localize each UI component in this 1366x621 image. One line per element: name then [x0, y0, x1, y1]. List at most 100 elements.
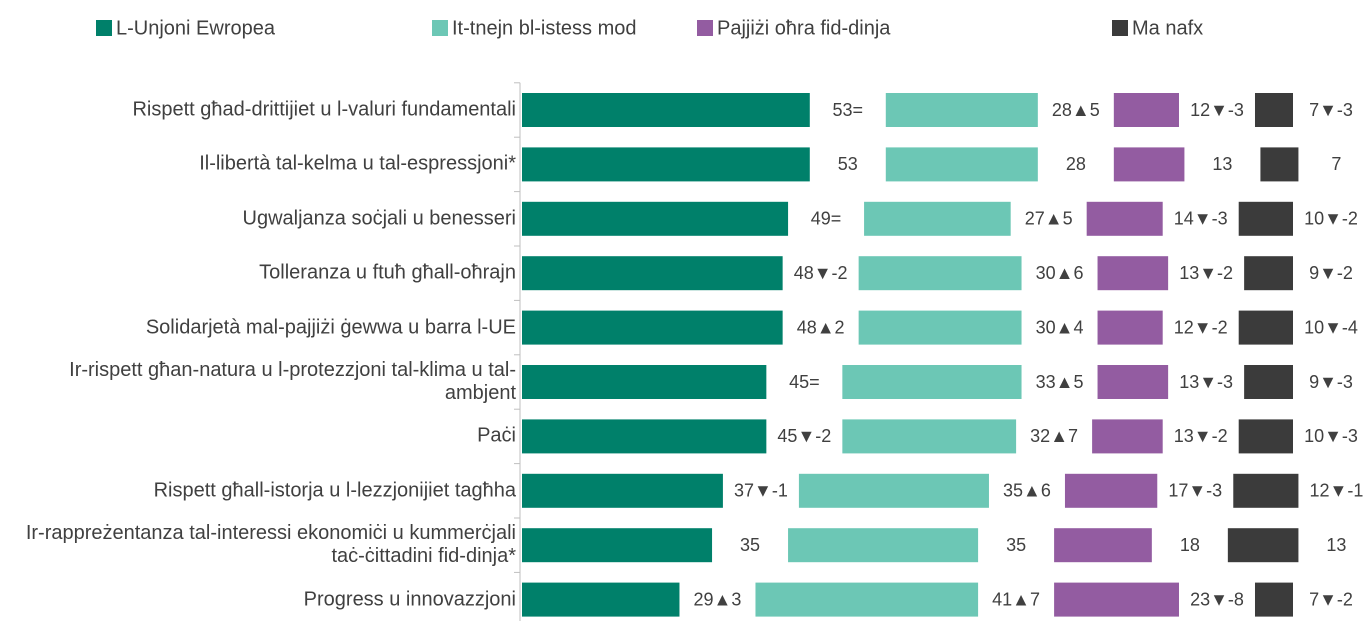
- bar-segment: [885, 147, 1038, 182]
- data-label: 45▼-2: [777, 426, 831, 446]
- data-label: 9▼-2: [1309, 263, 1353, 283]
- data-label: 7▼-2: [1309, 589, 1353, 609]
- bar-segment: [788, 528, 979, 563]
- category-label: Ir-rappreżentanza tal-interessi ekonomiċ…: [25, 522, 516, 568]
- bar-segment: [1260, 147, 1299, 182]
- bar-segment: [1244, 256, 1293, 291]
- bar-segment: [1238, 310, 1293, 345]
- data-label: 12▼-1: [1310, 481, 1364, 501]
- data-label: 9▼-3: [1309, 372, 1353, 392]
- data-label: 35▲6: [1003, 481, 1051, 501]
- bar-segment: [1054, 582, 1179, 617]
- data-label: 10▼-2: [1304, 209, 1358, 229]
- legend-swatch: [432, 20, 448, 36]
- legend-label: It-tnejn bl-istess mod: [452, 17, 637, 39]
- data-label: 27▲5: [1025, 209, 1073, 229]
- data-label: 28: [1066, 154, 1086, 174]
- bar-segment: [885, 93, 1038, 127]
- category-label: Solidarjetà mal-pajjiżi ġewwa u barra l-…: [145, 316, 516, 339]
- bar-segment: [864, 201, 1011, 236]
- bar-segment: [522, 201, 789, 236]
- data-label: 12▼-2: [1174, 317, 1228, 337]
- category-label: Ir-rispett għan-natura u l-protezzjoni t…: [69, 359, 516, 404]
- bar-segment: [1064, 473, 1158, 508]
- bar-segment: [522, 528, 713, 563]
- bar-segment: [522, 256, 783, 291]
- category-label: Progress u innovazzjoni: [303, 588, 516, 611]
- data-label: 28▲5: [1052, 100, 1100, 120]
- data-label: 45=: [789, 372, 820, 392]
- bar-segment: [1097, 365, 1169, 399]
- category-label: Rispett għad-drittijiet u l-valuri funda…: [132, 98, 516, 121]
- bar-segment: [1238, 419, 1293, 454]
- data-label: 18: [1180, 535, 1200, 555]
- data-label: 48▲2: [797, 317, 845, 337]
- bar-segment: [522, 473, 723, 508]
- data-label: 12▼-3: [1190, 100, 1244, 120]
- data-label: 53: [838, 154, 858, 174]
- bar-segment: [1254, 582, 1293, 617]
- data-label: 29▲3: [694, 589, 742, 609]
- data-label: 10▼-4: [1304, 317, 1358, 337]
- bar-segment: [1086, 201, 1163, 236]
- bar-segment: [1092, 419, 1163, 454]
- data-label: 23▼-8: [1190, 589, 1244, 609]
- category-label: Paċi: [477, 424, 516, 447]
- bar-segment: [1113, 93, 1179, 127]
- legend-swatch: [96, 20, 112, 36]
- bar-segment: [842, 365, 1022, 399]
- bar-segment: [1097, 256, 1169, 291]
- bar-segment: [858, 256, 1022, 291]
- bar-segment: [1227, 528, 1299, 563]
- bar-segment: [798, 473, 989, 508]
- bar-segment: [755, 582, 979, 617]
- category-label: Tolleranza u ftuħ għall-oħrajn: [259, 261, 516, 284]
- data-label: 41▲7: [992, 589, 1040, 609]
- bar-segment: [1244, 365, 1293, 399]
- data-label: 53=: [833, 100, 864, 120]
- data-label: 30▲4: [1036, 317, 1084, 337]
- data-label: 10▼-3: [1304, 426, 1358, 446]
- data-label: 14▼-3: [1174, 209, 1228, 229]
- data-label: 37▼-1: [734, 481, 788, 501]
- bar-segment: [1097, 310, 1163, 345]
- legend-label: L-Unjoni Ewropea: [116, 17, 276, 39]
- legend-label: Ma nafx: [1132, 17, 1203, 39]
- data-label: 49=: [811, 209, 842, 229]
- data-label: 13: [1212, 154, 1232, 174]
- bar-segment: [1254, 93, 1293, 127]
- bar-segment: [1054, 528, 1152, 563]
- data-label: 13▼-2: [1174, 426, 1228, 446]
- bar-segment: [858, 310, 1022, 345]
- data-label: 13▼-3: [1179, 372, 1233, 392]
- data-label: 33▲5: [1036, 372, 1084, 392]
- legend-swatch: [1112, 20, 1128, 36]
- bar-segment: [842, 419, 1017, 454]
- bar-segment: [522, 419, 767, 454]
- category-label: Rispett għall-istorja u l-lezzjonijiet t…: [153, 479, 516, 502]
- bar-segment: [1233, 473, 1299, 508]
- bar-segment: [522, 365, 767, 399]
- bar-segment: [1113, 147, 1185, 182]
- data-label: 7: [1331, 154, 1341, 174]
- data-label: 35: [1006, 535, 1026, 555]
- data-label: 7▼-3: [1309, 100, 1353, 120]
- legend-label: Pajjiżi oħra fid-dinja: [717, 17, 891, 39]
- bar-segment: [1238, 201, 1293, 236]
- bar-segment: [522, 93, 810, 127]
- bar-segment: [522, 310, 783, 345]
- data-label: 35: [740, 535, 760, 555]
- legend-swatch: [697, 20, 713, 36]
- data-label: 13▼-2: [1179, 263, 1233, 283]
- bar-segment: [522, 147, 810, 182]
- data-label: 17▼-3: [1168, 481, 1222, 501]
- data-label: 13: [1326, 535, 1346, 555]
- category-label: Ugwaljanza soċjali u benesseri: [242, 207, 516, 230]
- data-label: 30▲6: [1036, 263, 1084, 283]
- bar-segment: [522, 582, 680, 617]
- data-label: 48▼-2: [794, 263, 848, 283]
- category-label: Il-libertà tal-kelma u tal-espressjoni*: [199, 152, 516, 175]
- data-label: 32▲7: [1030, 426, 1078, 446]
